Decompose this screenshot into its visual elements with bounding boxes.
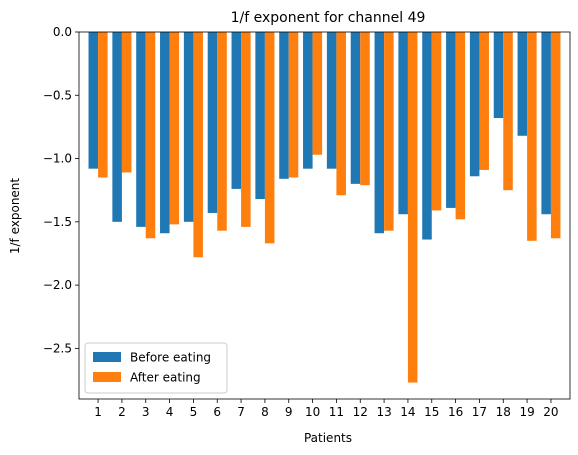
bar-before-11 (326, 32, 337, 169)
bar-before-8 (255, 32, 265, 200)
x-axis-label: Patients (304, 431, 352, 445)
bar-before-1 (88, 32, 99, 169)
plot-frame (78, 31, 571, 400)
x-tick-label: 4 (166, 405, 174, 419)
bar-before-12 (350, 32, 361, 184)
bar-before-20 (541, 32, 551, 215)
x-tick-label: 6 (213, 405, 221, 419)
bar-after-20 (550, 32, 561, 239)
bar-before-2 (112, 32, 122, 222)
bar-after-15 (431, 32, 442, 211)
x-tick-label: 5 (190, 405, 198, 419)
bar-after-17 (479, 32, 489, 170)
bar-after-7 (241, 32, 251, 227)
x-tick-label: 20 (543, 405, 558, 419)
y-tick-label: −1.5 (43, 215, 72, 229)
legend-swatch-before (93, 352, 121, 362)
bars-group (88, 32, 561, 383)
bar-before-16 (446, 32, 456, 208)
x-tick-label: 18 (496, 405, 511, 419)
bar-before-10 (303, 32, 313, 169)
bar-before-17 (469, 32, 480, 177)
bar-after-10 (312, 32, 323, 155)
bar-before-19 (517, 32, 528, 136)
bar-before-15 (422, 32, 432, 240)
bar-after-19 (527, 32, 537, 241)
x-tick-label: 3 (142, 405, 150, 419)
bar-after-18 (503, 32, 513, 191)
x-tick-label: 12 (353, 405, 368, 419)
bar-after-3 (145, 32, 156, 239)
x-tick-label: 16 (448, 405, 463, 419)
bar-after-4 (169, 32, 180, 225)
x-tick-label: 10 (305, 405, 320, 419)
legend: Before eating After eating (84, 342, 228, 394)
x-tick-label: 14 (400, 405, 415, 419)
bar-before-18 (493, 32, 504, 119)
bar-before-5 (183, 32, 194, 222)
bar-after-6 (217, 32, 227, 231)
x-tick-label: 17 (472, 405, 487, 419)
bar-before-7 (231, 32, 242, 189)
bar-before-14 (398, 32, 408, 215)
bar-after-1 (98, 32, 108, 178)
x-tick-label: 1 (94, 405, 102, 419)
bar-before-3 (136, 32, 146, 227)
bar-after-12 (360, 32, 370, 186)
x-tick-label: 2 (118, 405, 126, 419)
chart-title: 1/f exponent for channel 49 (231, 10, 426, 26)
x-tick-label: 7 (237, 405, 245, 419)
x-tick-label: 11 (329, 405, 344, 419)
legend-label-before: Before eating (130, 351, 211, 365)
bar-before-13 (374, 32, 385, 234)
bar-after-11 (336, 32, 346, 196)
y-tick-label: −2.0 (43, 278, 72, 292)
y-axis-label: 1/f exponent (8, 178, 22, 255)
y-tick-label: −1.0 (43, 152, 72, 166)
bar-after-16 (455, 32, 466, 220)
bar-before-6 (207, 32, 218, 213)
bar-after-9 (288, 32, 299, 178)
bar-after-8 (264, 32, 275, 244)
bar-before-9 (279, 32, 289, 179)
x-tick-label: 13 (376, 405, 391, 419)
bar-after-14 (407, 32, 418, 383)
axes-group: 0.0−0.5−1.0−1.5−2.0−2.51 2 3 4 5 6 7 8 9 10 11 12 13… (43, 25, 571, 419)
y-tick-label: −0.5 (43, 88, 72, 102)
bar-after-2 (121, 32, 132, 173)
x-tick-label: 19 (519, 405, 534, 419)
x-tick-label: 9 (285, 405, 293, 419)
x-tick-label: 8 (261, 405, 269, 419)
bar-before-4 (160, 32, 170, 234)
legend-swatch-after (93, 372, 121, 382)
x-tick-label: 15 (424, 405, 439, 419)
bar-after-5 (193, 32, 203, 258)
bar-after-13 (384, 32, 394, 231)
y-tick-label: −2.5 (43, 341, 72, 355)
y-tick-label: 0.0 (53, 25, 72, 39)
legend-label-after: After eating (130, 371, 201, 385)
